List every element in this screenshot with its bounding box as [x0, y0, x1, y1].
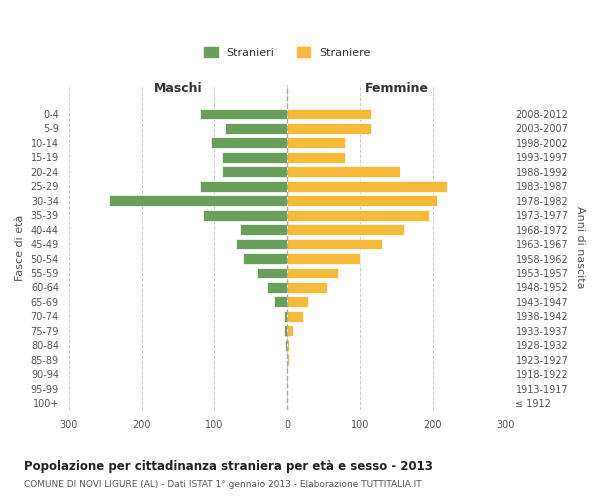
- Bar: [203, 210, 287, 220]
- Bar: [287, 166, 400, 177]
- Bar: [287, 210, 429, 220]
- Bar: [200, 108, 287, 120]
- Bar: [244, 253, 287, 264]
- Text: COMUNE DI NOVI LIGURE (AL) - Dati ISTAT 1° gennaio 2013 - Elaborazione TUTTITALI: COMUNE DI NOVI LIGURE (AL) - Dati ISTAT …: [24, 480, 422, 489]
- Bar: [287, 354, 289, 365]
- Bar: [274, 296, 287, 308]
- Bar: [287, 123, 371, 134]
- Bar: [211, 138, 287, 148]
- Bar: [287, 224, 404, 235]
- Legend: Stranieri, Straniere: Stranieri, Straniere: [200, 43, 374, 62]
- Bar: [287, 268, 338, 278]
- Text: Popolazione per cittadinanza straniera per età e sesso - 2013: Popolazione per cittadinanza straniera p…: [24, 460, 433, 473]
- Bar: [287, 282, 327, 293]
- Bar: [284, 311, 287, 322]
- Y-axis label: Anni di nascita: Anni di nascita: [575, 206, 585, 289]
- Bar: [287, 238, 382, 250]
- Bar: [287, 326, 293, 336]
- Bar: [257, 268, 287, 278]
- Bar: [240, 224, 287, 235]
- Bar: [285, 340, 287, 350]
- Bar: [287, 311, 303, 322]
- Bar: [200, 181, 287, 192]
- Bar: [225, 123, 287, 134]
- Bar: [284, 326, 287, 336]
- Text: Femmine: Femmine: [364, 82, 428, 95]
- Bar: [236, 238, 287, 250]
- Y-axis label: Fasce di età: Fasce di età: [15, 214, 25, 281]
- Bar: [109, 196, 287, 206]
- Bar: [287, 152, 346, 162]
- Bar: [287, 138, 346, 148]
- Bar: [287, 340, 289, 350]
- Bar: [287, 296, 308, 308]
- Bar: [287, 108, 371, 120]
- Bar: [267, 282, 287, 293]
- Bar: [221, 152, 287, 162]
- Bar: [221, 166, 287, 177]
- Bar: [287, 196, 437, 206]
- Bar: [287, 253, 360, 264]
- Bar: [287, 181, 448, 192]
- Text: Maschi: Maschi: [154, 82, 202, 95]
